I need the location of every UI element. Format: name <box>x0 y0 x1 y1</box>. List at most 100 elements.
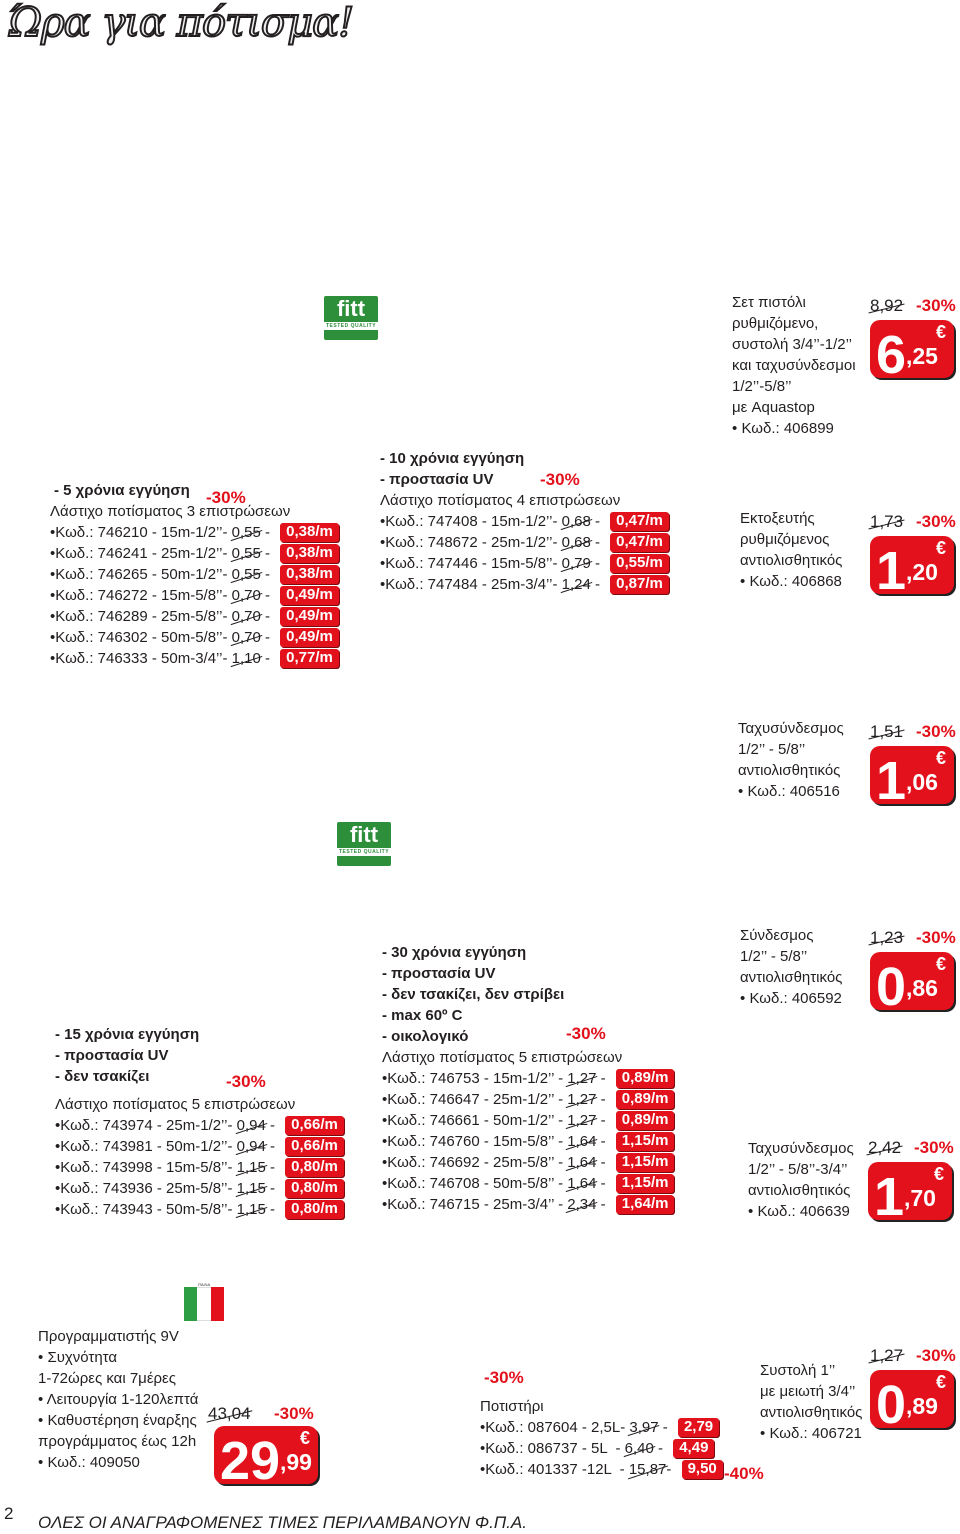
bullet: • <box>55 1201 61 1218</box>
hose5a-block: - 15 χρόνια εγγύηση - προστασία UV - δεν… <box>55 1024 344 1220</box>
product-name: Ποτιστήρι <box>480 1398 544 1415</box>
bullet: • <box>382 1133 388 1150</box>
italy-flag: ΙΤΑΛΙΑ <box>184 1282 224 1321</box>
warranty-line: - 15 χρόνια εγγύηση <box>55 1026 200 1043</box>
page-number: 2 <box>4 1504 14 1523</box>
separator: - <box>596 1091 610 1108</box>
separator: - <box>590 513 605 530</box>
discount-badge: -30% <box>540 470 580 489</box>
price-row: • Κωδ.: 087604 - 2,5L- 3,97 - 2,79 <box>480 1417 723 1438</box>
p2-old-price: 1,73 <box>870 512 904 531</box>
new-price-tag: 0,89/m <box>615 1111 675 1130</box>
new-price-tag: 0,38/m <box>280 565 339 584</box>
separator: - <box>596 1133 610 1150</box>
desc-line: αντιολισθητικός <box>740 969 843 986</box>
separator: - <box>265 1159 280 1176</box>
price-row: • Κωδ.: 746272 - 15m-5/8’’- 0,70 - 0,49/… <box>50 585 339 606</box>
product-code: Κωδ.: 746333 - 50m-3/4’’- <box>55 650 232 667</box>
hose5b-block: - 30 χρόνια εγγύηση - προστασία UV - δεν… <box>382 942 675 1215</box>
timer-discount: -30% <box>274 1404 314 1423</box>
separator: - <box>265 1201 280 1218</box>
separator: - <box>596 1112 610 1129</box>
bullet: • <box>380 513 386 530</box>
product-code: Κωδ.: 746708 - 50m-5/8’’ - <box>387 1175 568 1192</box>
separator: - <box>260 650 275 667</box>
new-price-tag: 0,80/m <box>285 1158 344 1177</box>
product-code: Κωδ.: 748672 - 25m-1/2’’- <box>385 534 562 551</box>
p1-discount: -30% <box>916 296 956 315</box>
desc-line: αντιολισθητικός <box>760 1404 863 1421</box>
hose4-block: - 10 χρόνια εγγύηση - προστασία UV Λάστι… <box>380 448 669 595</box>
new-price-tag: 1,64/m <box>615 1195 675 1214</box>
product-name: Λάστιχο ποτίσματος 5 επιστρώσεων <box>382 1049 623 1066</box>
new-price-tag: 0,77/m <box>280 649 339 668</box>
product-code: Κωδ.: 087604 - 2,5L- <box>485 1419 630 1436</box>
separator: - <box>596 1154 610 1171</box>
old-price: 1,15 <box>236 1159 266 1176</box>
bullet: • <box>50 650 56 667</box>
separator: - <box>658 1419 672 1436</box>
separator: - <box>260 629 275 646</box>
p6-discount: -30% <box>916 1346 956 1365</box>
discount-badge: -30% <box>206 488 246 507</box>
old-price: 0,94 <box>236 1117 266 1134</box>
bullet: • <box>382 1175 388 1192</box>
desc-line: 1/2’’ - 5/8’’-3/4’’ <box>748 1161 848 1178</box>
bullet: • <box>382 1196 388 1213</box>
old-price: 0,94 <box>236 1138 266 1155</box>
product-name: Λάστιχο ποτίσματος 5 επιστρώσεων <box>55 1096 296 1113</box>
separator: - <box>260 587 275 604</box>
old-price: 0,70 <box>231 629 261 646</box>
desc-line: συστολή 3/4’’-1/2’’ <box>732 336 852 353</box>
product-code: Κωδ.: 743981 - 50m-1/2’’- <box>60 1138 237 1155</box>
price-row: • Κωδ.: 743981 - 50m-1/2’’- 0,94 - 0,66/… <box>55 1136 344 1157</box>
old-price: 1,64 <box>567 1175 597 1192</box>
product-code: • Κωδ.: 406639 <box>748 1203 850 1220</box>
feature-line: - προστασία UV <box>55 1047 169 1064</box>
old-price: 0,70 <box>231 587 261 604</box>
price-row: • Κωδ.: 746210 - 15m-1/2’’- 0,55 - 0,38/… <box>50 522 339 543</box>
old-price: 1,27 <box>567 1091 597 1108</box>
product-name: Λάστιχο ποτίσματος 3 επιστρώσεων <box>50 503 291 520</box>
feature-line: - προστασία UV <box>380 471 494 488</box>
timer-new-price: 29,99 € <box>214 1426 318 1488</box>
bullet: • <box>55 1117 61 1134</box>
product-code: Κωδ.: 743974 - 25m-1/2’’- <box>60 1117 237 1134</box>
desc-line: 1/2’’ - 5/8’’ <box>738 741 806 758</box>
bullet: • <box>55 1180 61 1197</box>
old-price: 1,27 <box>567 1070 597 1087</box>
product-code: Κωδ.: 746265 - 50m-1/2’’- <box>55 566 232 583</box>
old-price: 2,34 <box>567 1196 597 1213</box>
old-price: 0,68 <box>561 513 591 530</box>
separator: - <box>260 566 275 583</box>
fitt-logo: fitt TESTED QUALITY <box>324 296 378 340</box>
desc-line: 1/2’’ - 5/8’’ <box>740 948 808 965</box>
product-code: Κωδ.: 086737 - 5L - <box>485 1440 625 1457</box>
product-p3-desc: Ταχυσύνδεσμος 1/2’’ - 5/8’’ αντιολισθητικό… <box>738 718 844 802</box>
desc-line: Εκτοξευτής <box>740 510 815 527</box>
product-code: Κωδ.: 746760 - 15m-5/8’’ - <box>387 1133 568 1150</box>
product-code: Κωδ.: 747484 - 25m-3/4’’- <box>385 576 562 593</box>
product-code: Κωδ.: 746302 - 50m-5/8’’- <box>55 629 232 646</box>
separator: - <box>590 534 605 551</box>
desc-line: Σετ πιστόλι <box>732 294 806 311</box>
separator: - <box>590 555 605 572</box>
desc-line: Ταχυσύνδεσμος <box>748 1140 854 1157</box>
new-price-tag: 9,50 <box>681 1460 723 1479</box>
bullet: • <box>50 545 56 562</box>
warranty-line: - 30 χρόνια εγγύηση <box>382 944 527 961</box>
p1-old-price: 8,92 <box>870 296 904 315</box>
discount-badge: -30% <box>484 1368 524 1387</box>
product-code: Κωδ.: 746210 - 15m-1/2’’- <box>55 524 232 541</box>
old-price: 0,68 <box>561 534 591 551</box>
desc-line: αντιολισθητικός <box>748 1182 851 1199</box>
product-code: • Κωδ.: 406516 <box>738 783 840 800</box>
desc-line: αντιολισθητικός <box>738 762 841 779</box>
product-p2-desc: Εκτοξευτής ρυθμιζόμενος αντιολισθητικός • Κ… <box>740 508 842 592</box>
product-p1-desc: Σετ πιστόλι ρυθμιζόμενο, συστολή 3/4’’-1/2… <box>732 292 856 439</box>
p3-old-price: 1,51 <box>870 722 904 741</box>
p6-old-price: 1,27 <box>870 1346 904 1365</box>
product-code: Κωδ.: 747446 - 15m-5/8’’- <box>385 555 562 572</box>
p2-new-price: 1,20 € <box>870 536 954 598</box>
separator: - <box>596 1175 610 1192</box>
